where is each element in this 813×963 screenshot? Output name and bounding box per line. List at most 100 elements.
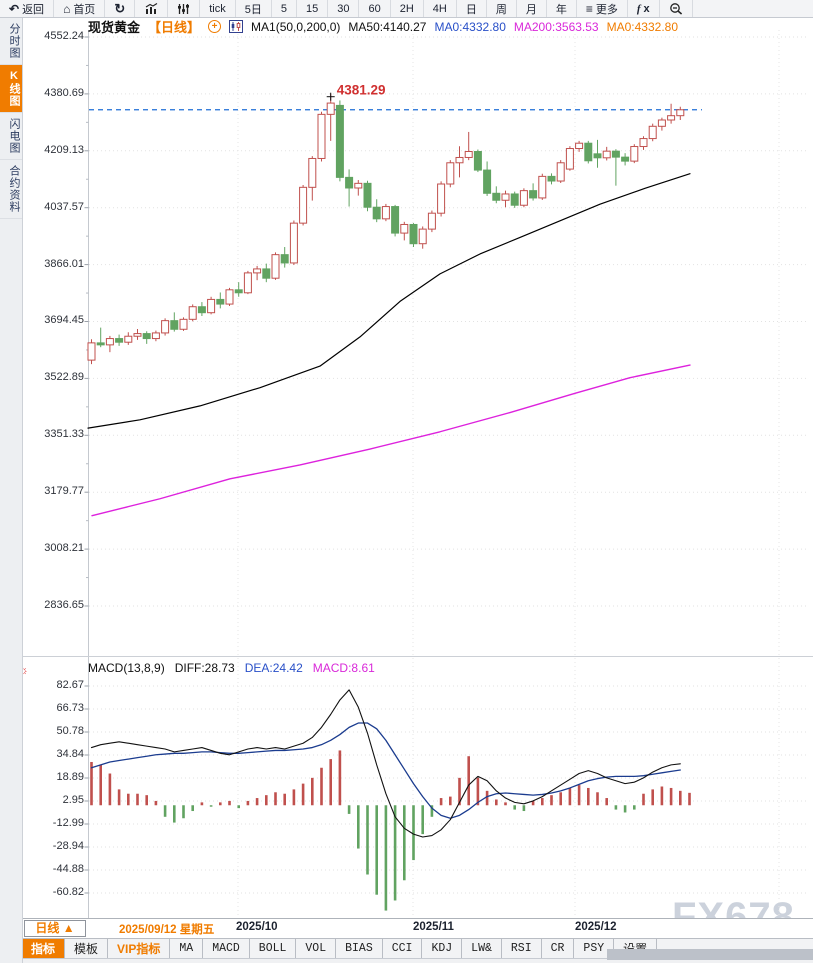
price-axis-label: 3008.21	[44, 542, 84, 555]
price-axis-label: 4552.24	[44, 30, 84, 42]
tab-lw[interactable]: LW&	[462, 939, 502, 958]
price-axis-label: 3179.77	[44, 485, 84, 498]
tf-4h[interactable]: 4H	[424, 0, 457, 17]
period-selector[interactable]: 日线 ▲	[24, 920, 86, 937]
tf-year-label: 年	[555, 3, 567, 16]
macd-axis-label: -28.94	[52, 840, 84, 852]
tf-15-label: 15	[305, 2, 319, 15]
macd-axis-label: -12.99	[52, 817, 84, 829]
tab-bias[interactable]: BIAS	[336, 939, 383, 958]
macd-axis-label: 34.84	[56, 748, 84, 760]
macd-axis-label: -60.82	[52, 886, 84, 898]
macd-diff-value: DIFF:28.73	[174, 661, 235, 675]
tf-2h[interactable]: 2H	[391, 0, 424, 17]
symbol-name: 现货黄金	[88, 20, 141, 35]
indicator-panel-button[interactable]	[168, 0, 201, 17]
price-axis-label: 4380.69	[44, 86, 84, 99]
more-button[interactable]: ≡ 更多	[577, 0, 628, 17]
tab-vol[interactable]: VOL	[296, 939, 337, 958]
tf-day[interactable]: 日	[457, 0, 487, 17]
home-button[interactable]: ⌂ 首页	[54, 0, 106, 17]
tf-5d-label: 5日	[244, 3, 262, 16]
tf-tick[interactable]: tick	[200, 0, 236, 17]
tab-boll[interactable]: BOLL	[250, 939, 297, 958]
price-axis-label: 2836.65	[44, 599, 84, 611]
tf-60[interactable]: 60	[359, 0, 391, 17]
macd-axis-label: 66.73	[56, 701, 84, 714]
sidebar-item-time-chart[interactable]: 分时图	[0, 18, 22, 65]
price-axis-label: 3866.01	[44, 257, 84, 270]
tab-kdj[interactable]: KDJ	[422, 939, 463, 958]
macd-axis-label: 2.95	[62, 794, 84, 806]
tab-cci[interactable]: CCI	[383, 939, 423, 958]
ma0-orange-value: MA0:4332.80	[606, 19, 678, 34]
tab-rsi[interactable]: RSI	[502, 939, 542, 958]
tf-day-label: 日	[465, 3, 477, 16]
zoom-out-button[interactable]	[660, 0, 693, 17]
tf-month[interactable]: 月	[517, 0, 547, 17]
price-axis-label: 4037.57	[44, 200, 84, 213]
tf-week[interactable]: 周	[487, 0, 517, 17]
gridlines	[89, 30, 808, 918]
chart-type-sidebar: 分时图 K线图 闪电图 合约资料	[0, 18, 23, 963]
horizontal-scrollbar-thumb[interactable]	[607, 949, 813, 960]
more-button-label: 更多	[595, 3, 618, 16]
tf-60-label: 60	[368, 2, 381, 15]
candlestick-series	[87, 93, 685, 365]
tab-psy[interactable]: PSY	[574, 939, 615, 958]
back-button-label: 返回	[22, 3, 45, 16]
tf-15[interactable]: 15	[297, 0, 329, 17]
tab-ma[interactable]: MA	[170, 939, 204, 958]
tab-cr[interactable]: CR	[542, 939, 575, 958]
tf-5[interactable]: 5	[272, 0, 297, 17]
x-axis-label: 2025/10	[236, 921, 278, 933]
tf-week-label: 周	[495, 3, 507, 16]
macd-diff-line	[90, 689, 681, 838]
ma200-line	[91, 364, 691, 517]
macd-dea-value: DEA:24.42	[244, 661, 303, 675]
tab-indicators[interactable]: 指标	[22, 939, 66, 958]
tf-5d[interactable]: 5日	[236, 0, 272, 17]
top-toolbar: ↶ 返回 ⌂ 首页 ↻ tick 5日 5 15 30 60 2H 4H 日 周 月 年 ≡ 更多 f x	[0, 0, 813, 18]
sidebar-item-lightning-chart[interactable]: 闪电图	[0, 113, 22, 160]
macd-title: MACD(13,8,9)	[88, 661, 165, 675]
macd-axis-label: 50.78	[56, 725, 84, 737]
tf-4h-label: 4H	[432, 2, 447, 15]
tf-month-label: 月	[525, 3, 537, 16]
ma-settings-label: MA1(50,0,200,0)	[251, 19, 341, 34]
tf-30[interactable]: 30	[328, 0, 360, 17]
macd-axis-label: 82.67	[56, 679, 84, 691]
tab-templates[interactable]: 模板	[65, 939, 109, 958]
tab-macd[interactable]: MACD	[203, 939, 250, 958]
peak-annotation: 4381.29	[326, 83, 386, 101]
back-button[interactable]: ↶ 返回	[0, 0, 55, 17]
macd-macd-value: MACD:8.61	[312, 661, 375, 675]
macd-axis-label: 18.89	[56, 771, 84, 783]
x-axis-row: 日线 ▲ 2025/09/12 星期五 2025/10 2025/11 2025/1…	[0, 919, 813, 937]
kline-style-icon[interactable]	[229, 20, 244, 33]
ma0-blue-value: MA0:4332.80	[434, 19, 506, 34]
refresh-button[interactable]: ↻	[105, 0, 136, 17]
sidebar-item-contract-info[interactable]: 合约资料	[0, 160, 22, 219]
tf-year[interactable]: 年	[547, 0, 577, 17]
tab-vip-indicators[interactable]: VIP指标	[108, 939, 171, 958]
macd-header: MACD(13,8,9) DIFF:28.73 DEA:24.42 MACD:8…	[88, 661, 375, 675]
bottom-scrollbar-track[interactable]	[0, 958, 813, 963]
x-axis-label: 2025/12	[575, 921, 617, 933]
price-axis-label: 4209.13	[44, 143, 84, 156]
ma50-line	[87, 173, 691, 429]
macd-axis-label: -44.88	[52, 863, 84, 875]
tf-2h-label: 2H	[399, 2, 414, 15]
sidebar-item-kline-chart[interactable]: K线图	[0, 65, 22, 113]
ma50-value: MA50:4140.27	[348, 19, 427, 34]
tf-5-label: 5	[280, 2, 287, 15]
chart-type-button[interactable]	[135, 0, 169, 17]
home-button-label: 首页	[73, 3, 96, 16]
add-indicator-icon[interactable]: +	[208, 20, 222, 33]
peak-price-label: 4381.29	[337, 83, 386, 98]
period-label: 【日线】	[148, 20, 201, 35]
macd-dea-line	[90, 722, 681, 819]
